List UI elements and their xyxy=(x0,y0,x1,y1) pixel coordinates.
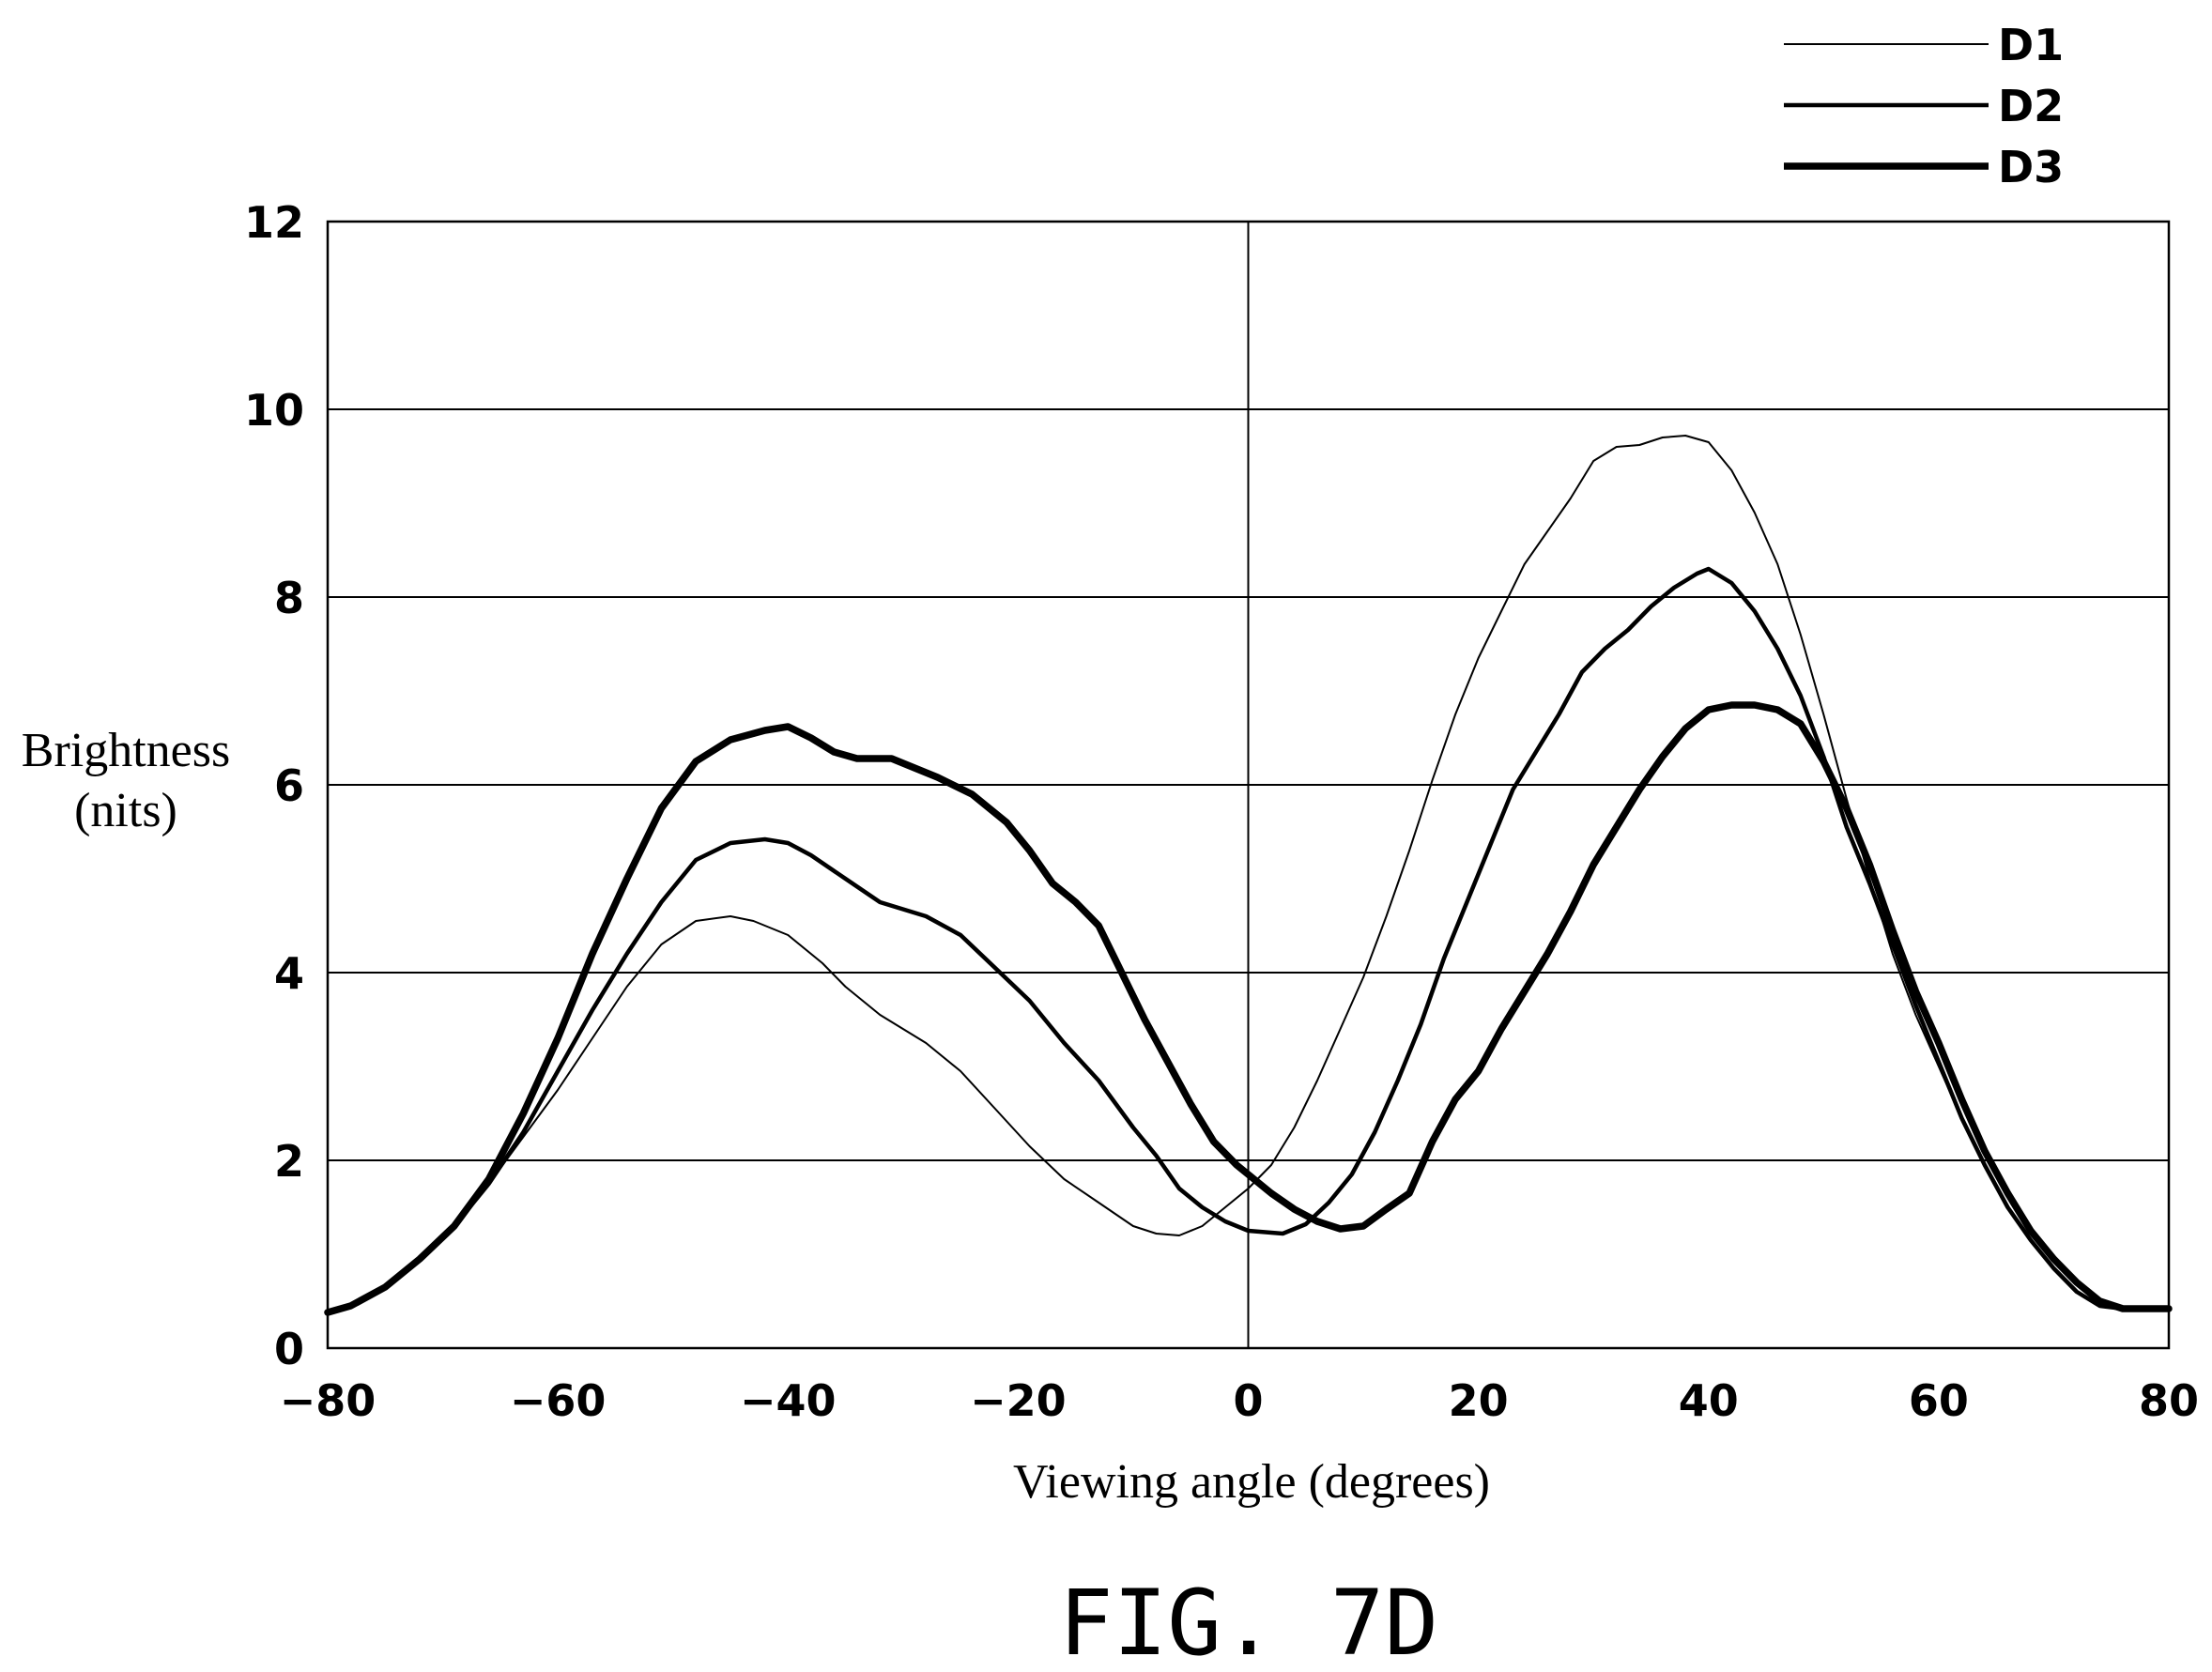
y-tick-label: 6 xyxy=(274,760,304,811)
series-line-d3 xyxy=(324,701,2173,1316)
series-line-d1 xyxy=(327,435,2170,1313)
legend: D1 D2 D3 xyxy=(1784,20,2064,192)
x-tick-label: 80 xyxy=(2139,1375,2199,1426)
x-axis-tick-labels: −80 −60 −40 −20 0 20 40 60 80 xyxy=(280,1375,2199,1426)
x-axis-title: Viewing angle (degrees) xyxy=(1013,1455,1490,1509)
y-tick-label: 12 xyxy=(244,197,304,248)
series-lines xyxy=(324,435,2173,1316)
x-tick-label: 0 xyxy=(1233,1375,1263,1426)
y-tick-label: 8 xyxy=(274,573,304,623)
legend-label-d1: D1 xyxy=(1998,20,2064,70)
legend-label-d2: D2 xyxy=(1998,81,2064,131)
y-tick-label: 4 xyxy=(274,948,304,999)
x-tick-label: −60 xyxy=(510,1375,607,1426)
x-tick-label: 40 xyxy=(1679,1375,1739,1426)
y-tick-label: 0 xyxy=(274,1324,304,1374)
y-tick-label: 10 xyxy=(244,385,304,436)
grid-lines xyxy=(328,222,2169,1348)
x-tick-label: −40 xyxy=(740,1375,837,1426)
y-axis-title-line2: (nits) xyxy=(74,784,177,837)
legend-label-d3: D3 xyxy=(1998,142,2064,192)
y-axis-title-line1: Brightness xyxy=(22,724,230,777)
x-tick-label: −20 xyxy=(970,1375,1067,1426)
x-tick-label: 60 xyxy=(1909,1375,1969,1426)
series-line-d2 xyxy=(325,566,2172,1315)
y-tick-label: 2 xyxy=(274,1136,304,1187)
y-axis-tick-labels: 0 2 4 6 8 10 12 xyxy=(244,197,304,1374)
plot-area-frame xyxy=(326,220,2171,1350)
figure-caption: FIG. 7D xyxy=(1059,1571,1439,1672)
x-tick-label: −80 xyxy=(280,1375,376,1426)
x-tick-label: 20 xyxy=(1449,1375,1509,1426)
